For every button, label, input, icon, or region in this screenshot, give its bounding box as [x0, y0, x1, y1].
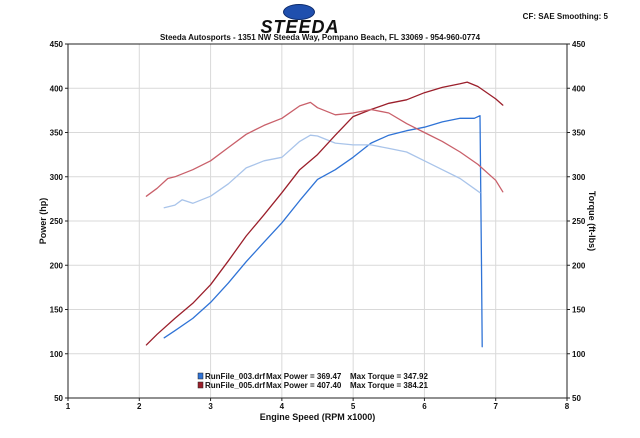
x-tick-label: 6: [422, 402, 427, 411]
y-tick-label-right: 200: [572, 261, 586, 270]
y-tick-label-left: 150: [50, 306, 64, 315]
x-tick-label: 5: [351, 402, 356, 411]
legend: RunFile_003.drf Max Power = 369.47 Max Tor…: [197, 372, 428, 390]
x-tick-label: 2: [137, 402, 142, 411]
company-address-line: Steeda Autosports - 1351 NW Steeda Way, …: [159, 33, 481, 42]
y-tick-label-right: 350: [572, 129, 586, 138]
series-line-power: [163, 115, 483, 348]
y-tick-label-right: 300: [572, 173, 586, 182]
legend-max-torque: Max Torque = 384.21: [350, 381, 428, 390]
series-group: [145, 81, 504, 348]
y-tick-label-right: 250: [572, 217, 586, 226]
y-tick-label-left: 250: [50, 217, 64, 226]
legend-max-torque: Max Torque = 347.92: [350, 372, 428, 381]
legend-swatch: [197, 381, 204, 389]
legend-max-power: Max Power = 369.47: [266, 372, 342, 381]
y-tick-label-right: 400: [572, 84, 586, 93]
logo-oval-emblem: [283, 4, 315, 20]
y-axis-title-right: Torque (ft-lbs): [587, 191, 597, 251]
legend-file-label: RunFile_003.drf: [205, 372, 265, 381]
y-tick-label-left: 350: [50, 129, 64, 138]
legend-max-power: Max Power = 407.40: [266, 381, 342, 390]
y-tick-label-left: 400: [50, 84, 64, 93]
legend-swatch: [197, 372, 204, 380]
series-line-power: [145, 81, 504, 346]
x-tick-label: 4: [280, 402, 285, 411]
x-tick-label: 7: [493, 402, 498, 411]
y-tick-label-left: 450: [50, 40, 64, 49]
y-axis-title-left: Power (hp): [38, 198, 48, 245]
settings-label: CF: SAE Smoothing: 5: [522, 12, 608, 21]
y-tick-label-left: 300: [50, 173, 64, 182]
y-tick-label-left: 100: [50, 350, 64, 359]
series-line-torque: [145, 101, 504, 197]
y-tick-label-left: 50: [54, 394, 63, 403]
series-line-torque: [163, 134, 481, 209]
x-tick-label: 1: [66, 402, 71, 411]
y-tick-label-right: 150: [572, 306, 586, 315]
y-tick-label-right: 100: [572, 350, 586, 359]
logo-wordmark: STEEDA: [260, 17, 340, 37]
y-tick-label-left: 200: [50, 261, 64, 270]
x-tick-label: 8: [565, 402, 570, 411]
grid: [68, 44, 567, 398]
x-tick-label: 3: [208, 402, 213, 411]
legend-file-label: RunFile_005.drf: [205, 381, 265, 390]
y-tick-label-right: 50: [572, 394, 581, 403]
steeda-logo: STEEDA: [225, 4, 375, 37]
x-axis-title: Engine Speed (RPM x1000): [260, 412, 376, 422]
y-tick-label-right: 450: [572, 40, 586, 49]
